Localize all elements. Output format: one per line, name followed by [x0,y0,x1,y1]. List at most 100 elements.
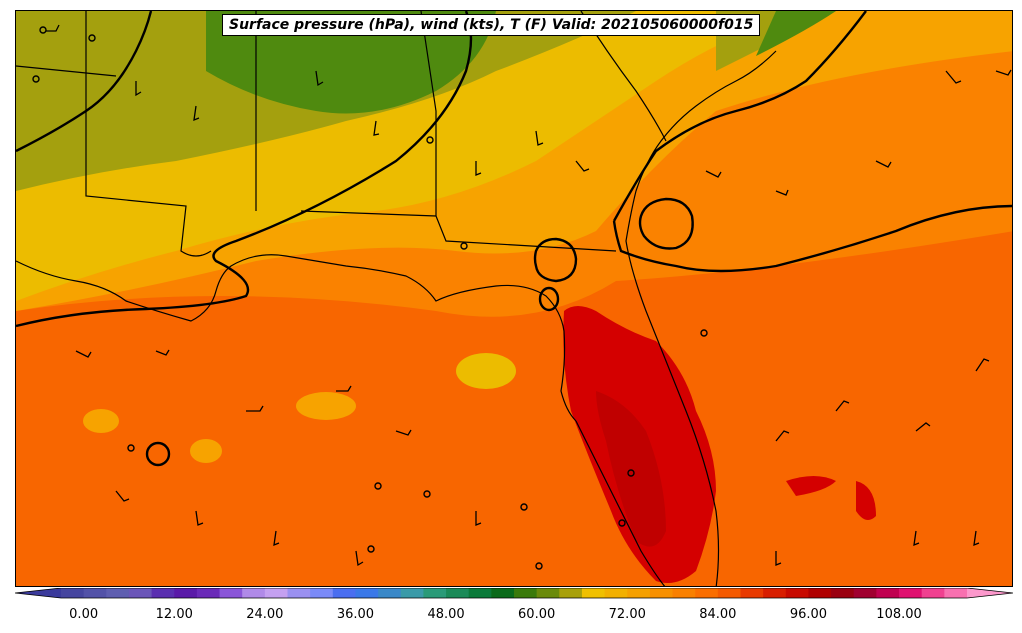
colorbar-tick-label: 0.00 [69,607,99,622]
temp-fill-bahamas-1 [786,476,836,496]
colorbar-segment [740,588,764,598]
colorbar-segment [853,588,877,598]
temp-fill-blob-1 [83,409,119,433]
wind-barb-layer [46,24,1012,567]
wind-barb [975,358,990,372]
colorbar-tick-label: 96.00 [789,607,828,622]
colorbar-segment [876,588,900,598]
colorbar-segment [581,588,606,598]
colorbar-segment [400,588,424,598]
colorbar-tick-label: 12.00 [155,607,193,622]
temperature-colorbar [15,588,1013,599]
wind-barb [535,130,544,146]
colorbar-segment [174,588,198,598]
colorbar-extend-high [967,588,1013,598]
colorbar-segment [899,588,923,598]
colorbar-outline [15,588,1013,599]
wind-barb [395,429,412,436]
isobar-ring-4 [145,441,171,467]
colorbar-tick-label: 84.00 [699,607,737,622]
wind-barb [705,170,722,178]
calm-wind-layer [32,26,708,570]
map-panel [15,10,1013,587]
wind-barb [575,160,590,172]
wind-barb [195,510,204,526]
temperature-map [16,11,1012,586]
temp-fill-bahamas-2 [856,481,876,520]
colorbar-segment [287,588,311,598]
isobar-ring-3 [538,286,560,312]
calm-wind-circle [700,329,708,337]
colorbar-segment [695,588,719,598]
wind-barb [775,551,782,566]
wind-barb [193,105,200,122]
wind-barb [475,511,482,526]
colorbar-segment [604,588,628,598]
florida-west-coast [575,420,666,586]
colorbar-segment [332,588,357,598]
wind-barb [355,550,364,567]
colorbar-segment [944,588,968,598]
wind-barb [835,400,850,412]
isobar-ring-1 [638,197,694,250]
isobar-ring-2 [533,237,578,283]
colorbar-segment [831,588,855,598]
wind-barb [246,405,264,412]
calm-wind-circle [32,75,40,83]
temp-fill-blob-4 [456,353,516,389]
colorbar-segment [672,588,696,598]
colorbar-segment [627,588,651,598]
isobar-4 [612,11,867,222]
calm-wind-circle [374,482,382,490]
colorbar-segment [378,588,402,598]
isobar-3 [612,204,1012,273]
colorbar-segment [763,588,787,598]
wind-barb [315,70,324,87]
calm-wind-circle [520,503,528,511]
colorbar-segment [491,588,515,598]
wind-barb [336,385,352,392]
colorbar-tick-label: 72.00 [608,607,646,622]
wind-barb [75,350,92,358]
wind-barb [913,530,920,547]
colorbar-segment [785,588,810,598]
calm-wind-circle [367,545,375,553]
colorbar-segment [921,588,945,598]
colorbar-segment [310,588,334,598]
isobar-layer [16,11,1012,467]
state-border-al-ga [420,11,437,216]
wind-barb [875,160,892,168]
colorbar-segment [128,588,153,598]
wind-barb [475,161,482,176]
wind-barb [973,530,980,547]
calm-wind-circle [627,469,635,477]
temp-fill-florida-core [596,391,666,547]
state-border-la-ms [85,11,212,257]
calm-wind-circle [426,136,434,144]
temp-fill-green [206,11,496,114]
temp-fill-blob-3 [296,392,356,420]
isobar-1 [16,11,153,153]
wind-barb [135,81,142,97]
state-border-ms-north [16,65,117,77]
colorbar-segment [242,588,266,598]
wind-barb [775,430,790,442]
calm-wind-circle [423,490,431,498]
colorbar-segment [106,588,130,598]
colorbar-segment [83,588,107,598]
colorbar-segment [423,588,447,598]
colorbar-segment [196,588,221,598]
colorbar-segment [468,588,492,598]
colorbar-segment [355,588,379,598]
colorbar-segment [219,588,243,598]
colorbar-segment [536,588,560,598]
map-title: Surface pressure (hPa), wind (kts), T (F… [222,14,761,36]
calm-wind-circle [39,26,47,34]
wind-barb [115,490,130,502]
wind-barb [273,530,280,547]
calm-wind-circle [88,34,96,42]
colorbar-segment [717,588,742,598]
wind-barb [46,24,60,32]
temp-fill-blob-2 [190,439,222,463]
calm-wind-circle [618,519,626,527]
